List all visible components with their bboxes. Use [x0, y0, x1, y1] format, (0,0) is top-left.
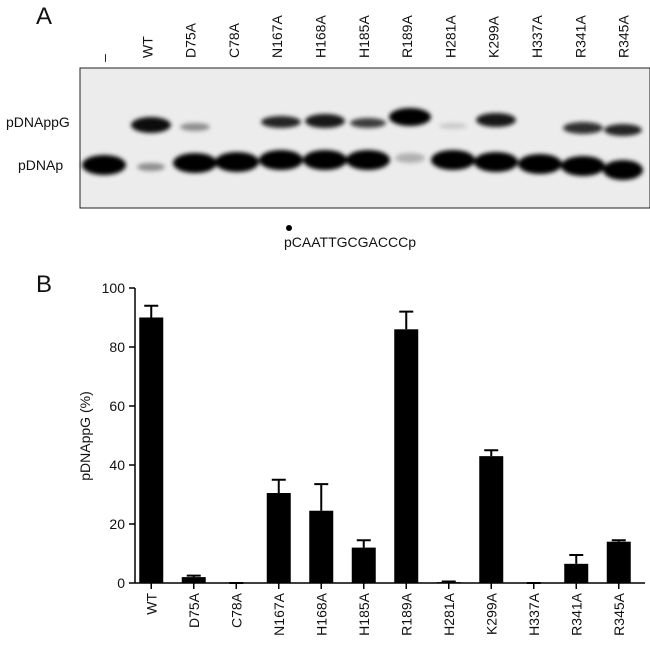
y-tick-label: 80: [109, 339, 125, 355]
bar: [309, 510, 334, 583]
x-tick-label: K299A: [483, 592, 499, 635]
panel-label: A: [36, 3, 52, 30]
bar: [181, 577, 206, 583]
lane-label: C78A: [226, 22, 242, 58]
error-bar: [186, 574, 201, 578]
lane-label: –: [96, 54, 112, 62]
y-tick-label: 60: [109, 398, 125, 414]
x-tick-label: R189A: [398, 592, 414, 635]
x-tick-label: R345A: [611, 592, 627, 635]
lane-label: R189A: [399, 15, 415, 58]
error-bar: [144, 304, 159, 318]
lane-label: N167A: [269, 15, 285, 58]
y-tick-label: 40: [109, 457, 125, 473]
lane-label: H281A: [442, 15, 458, 58]
error-bar: [441, 580, 456, 583]
bar: [394, 329, 419, 583]
bar: [479, 456, 504, 583]
bar: [564, 563, 589, 583]
band-label: pDNAppG: [6, 114, 70, 130]
gel: [79, 67, 650, 209]
x-tick-label: C78A: [228, 592, 244, 628]
lane-label: D75A: [183, 22, 199, 58]
lane-label: K299A: [486, 15, 502, 58]
bar: [606, 541, 631, 583]
x-tick-label: H337A: [526, 592, 542, 635]
error-bar: [611, 539, 626, 542]
gel-bands: [82, 108, 643, 180]
bar: [139, 317, 164, 583]
error-bar: [314, 483, 329, 511]
lane-label: WT: [139, 36, 155, 58]
x-tick-label: N167A: [271, 592, 287, 635]
y-tick-label: 0: [117, 575, 125, 591]
band-label: pDNAp: [18, 157, 63, 173]
y-tick-label: 100: [102, 280, 126, 296]
lane-label: R341A: [572, 15, 588, 58]
error-bar: [484, 449, 499, 457]
lane-label: H168A: [313, 15, 329, 58]
y-axis-label: pDNAppG (%): [77, 391, 93, 480]
panel-label: B: [36, 271, 52, 298]
error-bar: [356, 539, 371, 548]
error-bar: [569, 553, 584, 564]
x-tick-label: H185A: [356, 592, 372, 635]
x-tick-label: H281A: [441, 592, 457, 635]
error-bar: [399, 310, 414, 330]
x-tick-label: H168A: [313, 592, 329, 635]
x-tick-label: WT: [143, 593, 159, 615]
lane-label: H337A: [529, 15, 545, 58]
lane-label: R345A: [616, 15, 632, 58]
bar: [436, 582, 461, 583]
lane-label: H185A: [356, 15, 372, 58]
x-tick-label: D75A: [186, 592, 202, 628]
bar: [266, 493, 291, 583]
bar: [351, 547, 376, 583]
x-tick-label: R341A: [568, 592, 584, 635]
error-bar: [271, 478, 286, 494]
y-tick-label: 20: [109, 516, 125, 532]
substrate: pCAATTGCGACCCp: [284, 234, 416, 250]
label-dot: [286, 225, 292, 231]
